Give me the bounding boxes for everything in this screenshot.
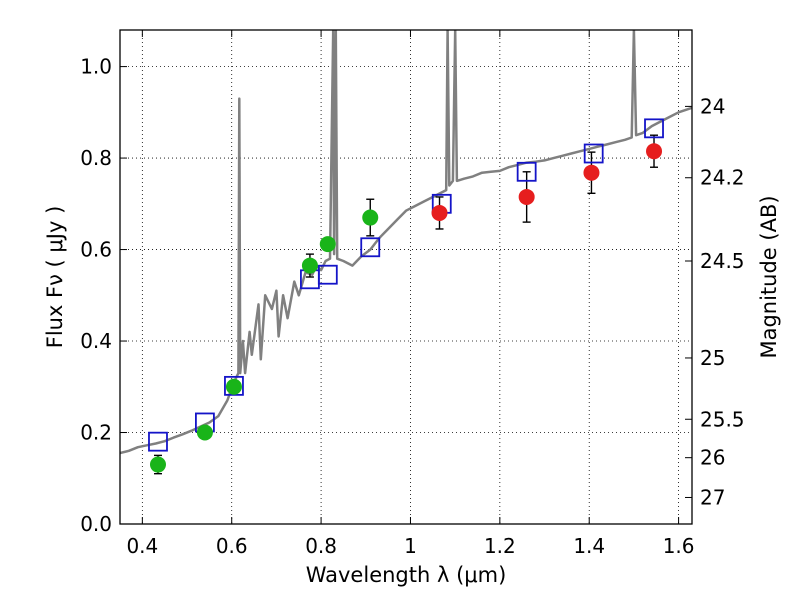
model-photometry-boxes xyxy=(148,118,664,452)
spectrum-line xyxy=(120,30,692,455)
y-axis-label-right: Magnitude (AB) xyxy=(757,195,781,358)
y-tick-label: 0.6 xyxy=(80,238,112,262)
nir-point xyxy=(431,204,448,221)
optical-point xyxy=(301,257,318,274)
nir-point xyxy=(646,143,663,160)
y-tick-label: 0.8 xyxy=(80,146,112,170)
y-tick-label: 1.0 xyxy=(80,55,112,79)
magnitude-tick-label: 24.5 xyxy=(700,249,745,273)
optical-point xyxy=(362,209,379,226)
magnitude-tick-label: 26 xyxy=(700,446,725,470)
y-axis-label-left: Flux Fν ( μJy ) xyxy=(43,206,67,349)
x-tick-label: 0.8 xyxy=(305,534,337,558)
model-photometry-box xyxy=(644,118,664,139)
y-tick-label: 0.4 xyxy=(80,329,112,353)
model-photometry-box xyxy=(516,161,537,182)
model-photometry-box xyxy=(583,143,604,164)
error-bars xyxy=(153,134,659,475)
nir-point xyxy=(518,188,535,205)
nir-point xyxy=(583,164,600,181)
model-photometry-box xyxy=(317,264,338,285)
magnitude-tick-label: 24 xyxy=(700,94,725,118)
magnitude-tick-label: 24.2 xyxy=(700,166,745,190)
x-tick-label: 1 xyxy=(404,534,417,558)
magnitude-tick-label: 25.5 xyxy=(700,407,745,431)
axis-ticks: 0.4 0.6 0.8 1 1.2 1.4 1.6 0.0 0.2 0.4 0.6 0.8 1.0 24 2… xyxy=(80,30,745,558)
x-tick-label: 1.2 xyxy=(484,534,516,558)
x-tick-label: 1.4 xyxy=(573,534,605,558)
optical-point xyxy=(196,424,213,441)
plot-frame xyxy=(119,29,693,525)
spectrum-layer xyxy=(120,30,692,455)
observed-photometry-points xyxy=(149,143,663,473)
grid xyxy=(120,30,692,525)
optical-point xyxy=(225,378,242,395)
magnitude-tick-label: 27 xyxy=(700,485,725,509)
optical-point xyxy=(149,456,166,473)
model-photometry-box xyxy=(360,237,381,258)
x-tick-label: 0.6 xyxy=(216,534,248,558)
magnitude-tick-label: 25 xyxy=(700,346,725,370)
x-tick-label: 1.6 xyxy=(663,534,695,558)
model-photometry-box xyxy=(224,375,244,396)
x-tick-label: 0.4 xyxy=(126,534,158,558)
y-tick-label: 0.2 xyxy=(80,421,112,445)
x-axis-label: Wavelength λ (μm) xyxy=(306,563,507,587)
y-tick-label: 0.0 xyxy=(80,512,112,536)
optical-point xyxy=(319,236,336,253)
model-photometry-box xyxy=(148,431,168,452)
